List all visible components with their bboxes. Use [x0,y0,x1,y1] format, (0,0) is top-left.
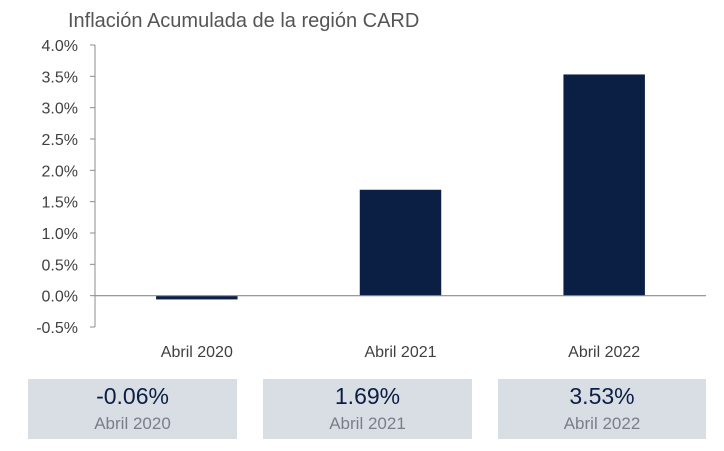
chart-title: Inflación Acumulada de la región CARD [68,10,420,32]
y-tick-label: 1.0% [42,226,78,243]
summary-value: -0.06% [96,383,169,409]
bar [359,189,442,296]
summary-value: 3.53% [569,383,635,409]
y-tick-label: 2.0% [42,163,78,180]
x-tick-label: Abril 2022 [568,344,640,361]
y-tick-label: 1.5% [42,195,78,212]
y-tick-label: 4.0% [42,38,78,55]
summary-label: Abril 2022 [563,414,641,433]
summary-label: Abril 2020 [94,414,171,433]
bar [156,295,238,300]
summary-card-2022: 3.53% Abril 2022 [498,379,706,439]
summary-label: Abril 2021 [329,414,406,433]
bar-chart: 4.0% 3.5% 3.0% 2.5% 2.0% 1.5% 1.0% 0.5% 0.0% -0.5… [36,38,706,361]
bar [563,74,645,296]
y-tick-label: -0.5% [36,320,78,337]
y-tick-label: 2.5% [42,132,78,149]
y-tick-label: 0.5% [42,257,78,274]
y-tick-label: 3.5% [42,69,78,86]
summary-card-2021: 1.69% Abril 2021 [263,379,472,439]
summary-row: -0.06% Abril 2020 1.69% Abril 2021 3.53%… [0,379,724,439]
y-tick-label: 0.0% [42,289,78,306]
summary-card-2020: -0.06% Abril 2020 [28,379,237,439]
summary-value: 1.69% [334,383,401,409]
x-tick-label: Abril 2021 [364,344,436,361]
x-tick-label: Abril 2020 [161,344,233,361]
y-tick-label: 3.0% [42,101,78,118]
